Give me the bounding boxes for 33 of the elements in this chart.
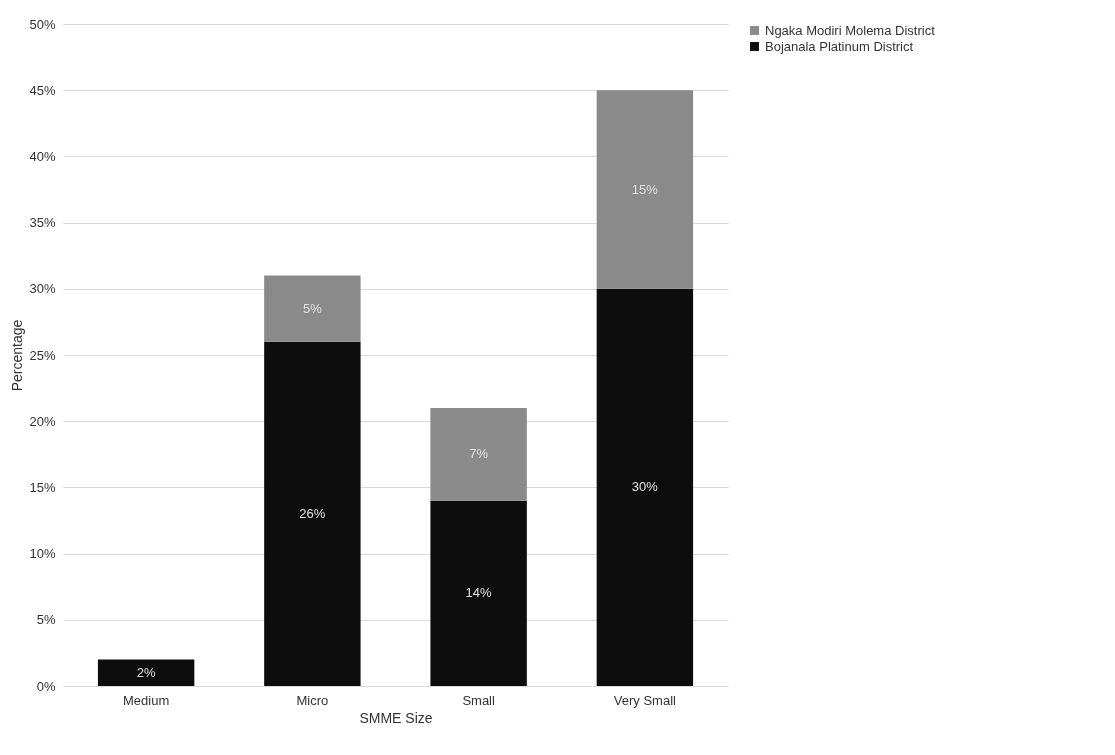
x-tick-label: Very Small: [613, 692, 677, 708]
y-tick-label: 30%: [29, 281, 56, 297]
y-tick-label: 15%: [29, 479, 56, 495]
y-tick-label: 0%: [36, 678, 56, 694]
data-label: 30%: [631, 479, 659, 495]
bar: [596, 288, 694, 686]
bar: [596, 90, 694, 289]
bar: [264, 275, 361, 342]
y-tick-label: 50%: [29, 16, 56, 32]
data-label: 5%: [302, 300, 323, 316]
data-label: 15%: [631, 181, 659, 197]
bar: [430, 500, 527, 686]
bar: [430, 407, 527, 501]
y-tick-label: 40%: [29, 148, 56, 164]
y-tick-label: 5%: [36, 612, 56, 628]
y-tick-label: 45%: [29, 82, 56, 98]
y-tick-label: 35%: [29, 215, 56, 231]
y-axis-title: Percentage: [9, 319, 26, 392]
legend-label: Ngaka Modiri Molema District: [765, 22, 936, 38]
x-tick-label: Medium: [123, 692, 170, 708]
data-label: 26%: [299, 505, 326, 521]
bar: [264, 341, 361, 686]
y-tick-label: 10%: [29, 546, 56, 562]
x-tick-label: Small: [462, 692, 495, 708]
data-label: 2%: [136, 664, 156, 680]
bar: [97, 659, 195, 686]
data-label: 14%: [465, 585, 493, 601]
legend-label: Bojanala Platinum District: [765, 38, 914, 54]
data-label: 7%: [469, 446, 489, 462]
y-tick-label: 25%: [29, 347, 56, 363]
y-tick-label: 20%: [29, 413, 56, 429]
x-axis-title: SMME Size: [359, 709, 433, 726]
x-tick-label: Micro: [296, 692, 329, 708]
